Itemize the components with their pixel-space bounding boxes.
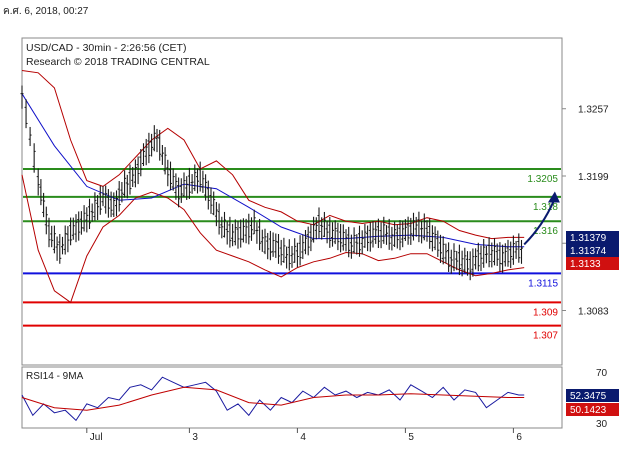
rsi-panel [21,366,563,429]
x-tick-label: 3 [192,432,198,443]
forecast-arrow-head [547,191,560,203]
rsi-y-tick-label: 30 [596,419,608,430]
rsi-value-label: 52.3475 [570,391,607,402]
price-box-label: 1.31379 [570,233,607,244]
level-label: 1.316 [533,226,558,237]
bollinger-upper-line [21,70,525,240]
chart-title: USD/CAD - 30min - 2:26:56 (CET) [26,42,186,54]
level-label: 1.318 [533,202,558,213]
y-tick-label: 1.3257 [578,105,609,116]
forecast-arrow [523,200,555,246]
price-box-label: 1.31374 [570,246,607,257]
level-label: 1.309 [533,307,558,318]
bid-price-box [566,257,619,270]
level-label: 1.3115 [528,278,558,289]
x-tick-label: Jul [90,432,103,443]
rsi-y-tick-label: 70 [596,368,608,379]
y-tick-label: 1.3083 [578,307,609,318]
x-tick-label: 5 [408,432,414,443]
chart-subtitle: Research © 2018 TRADING CENTRAL [26,56,210,68]
level-label: 1.3205 [527,174,558,185]
timestamp: ค.ศ. 6, 2018, 00:27 [3,6,89,17]
rsi-title: RSI14 - 9MA [26,371,84,382]
price-panel [21,37,563,366]
rsi-ma-line [21,386,525,411]
level-label: 1.307 [533,331,558,342]
rsi-value-label: 50.1423 [570,405,607,416]
price-box [566,231,619,244]
rsi-value-box [566,389,619,402]
price-box [566,244,619,257]
price-box-label: 1.3133 [570,259,601,270]
x-tick-label: 6 [516,432,522,443]
rsi-value-box [566,403,619,416]
y-tick-label: 1.3199 [578,172,609,183]
x-tick-label: 4 [300,432,306,443]
rsi-line [21,376,525,422]
